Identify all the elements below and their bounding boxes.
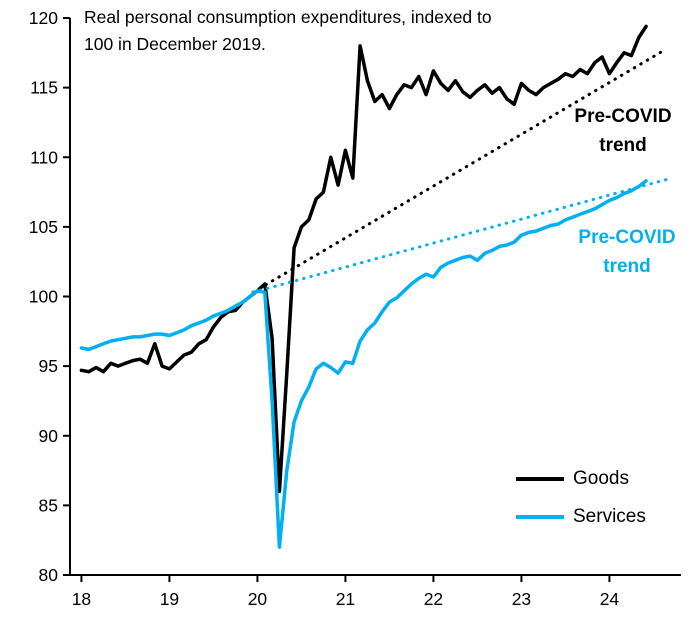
services-trend-annotation: Pre-COVID trend <box>578 227 676 277</box>
svg-text:22: 22 <box>424 589 443 609</box>
chart-title-line1: Real personal consumption expenditures, … <box>84 7 492 27</box>
legend-label-services: Services <box>573 506 646 527</box>
svg-text:24: 24 <box>600 589 620 609</box>
svg-text:21: 21 <box>336 589 355 609</box>
goods-line-swatch <box>516 477 564 481</box>
svg-text:85: 85 <box>39 495 58 515</box>
svg-text:90: 90 <box>39 426 59 446</box>
svg-text:115: 115 <box>30 78 58 98</box>
y-axis: 80 85 90 95 100 105 110 115 120 <box>29 8 71 585</box>
svg-text:95: 95 <box>39 356 58 376</box>
x-axis: 18 19 20 21 22 23 24 <box>70 574 681 609</box>
chart-title: Real personal consumption expenditures, … <box>84 4 644 58</box>
chart-title-line2: 100 in December 2019. <box>84 34 266 55</box>
svg-text:105: 105 <box>29 217 58 237</box>
legend-item-services: Services <box>516 498 646 536</box>
legend: Goods Services <box>516 460 646 536</box>
svg-text:100: 100 <box>29 287 58 307</box>
legend-item-goods: Goods <box>516 460 646 498</box>
svg-text:20: 20 <box>248 589 268 609</box>
legend-label-goods: Goods <box>573 468 629 489</box>
svg-text:23: 23 <box>512 589 531 609</box>
svg-text:18: 18 <box>72 589 91 609</box>
series-lines <box>79 24 669 549</box>
svg-text:80: 80 <box>39 565 59 585</box>
svg-text:120: 120 <box>29 8 58 28</box>
services-line-swatch <box>516 515 564 519</box>
goods-trend-annotation: Pre-COVID trend <box>574 106 672 156</box>
svg-text:110: 110 <box>30 147 58 167</box>
svg-text:19: 19 <box>160 589 179 609</box>
